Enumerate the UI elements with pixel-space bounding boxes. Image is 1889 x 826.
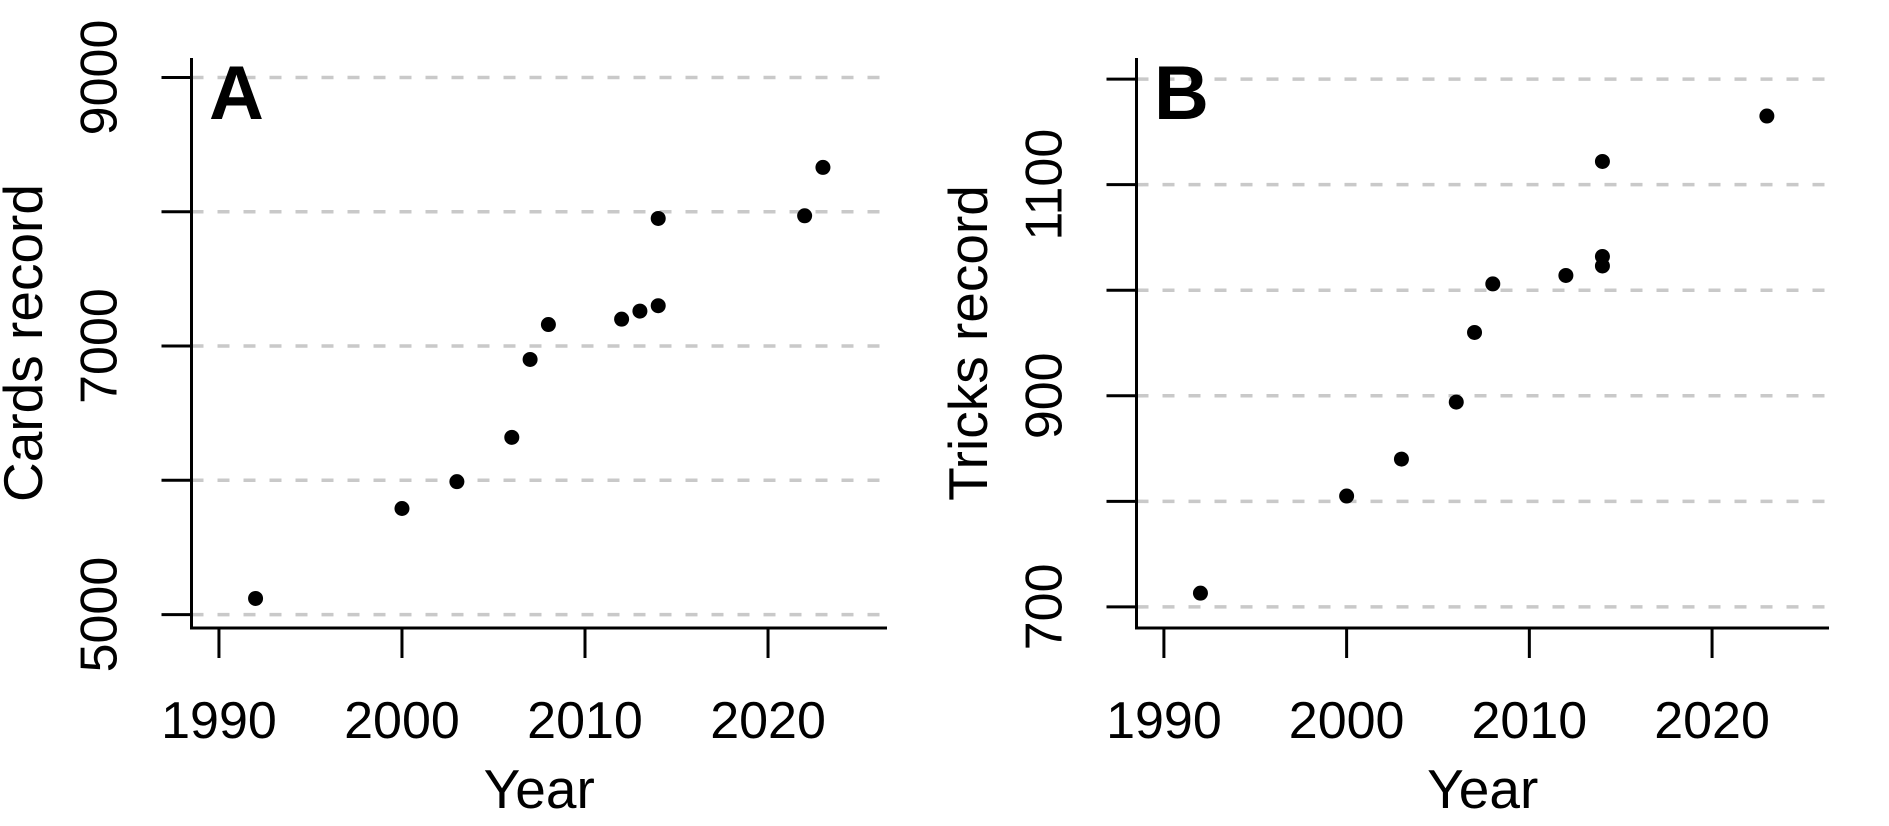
- data-point: [540, 317, 556, 333]
- y-tick-label: 7000: [71, 288, 129, 404]
- panel-b: 700 900 1100 1990 2000 2010 2020 Year Tricks rec…: [937, 51, 1829, 820]
- data-point: [394, 500, 410, 516]
- data-point: [614, 311, 630, 327]
- x-tick-label: 2000: [1289, 692, 1405, 750]
- x-tick-label: 2020: [710, 692, 826, 750]
- data-point: [1448, 394, 1464, 410]
- data-point: [1759, 108, 1775, 124]
- data-point: [650, 298, 666, 314]
- data-point: [449, 474, 465, 490]
- data-point: [522, 351, 538, 367]
- x-tick-label: 2000: [344, 692, 460, 750]
- data-point: [1594, 153, 1610, 169]
- x-axis-title: Year: [1427, 758, 1538, 820]
- x-tick-label: 2010: [527, 692, 643, 750]
- panel-letter: B: [1154, 51, 1209, 136]
- data-point: [632, 303, 648, 319]
- data-point: [815, 159, 831, 175]
- y-tick-label: 5000: [71, 557, 129, 673]
- panel-a: 5000 7000 9000 1990 2000 2010 2020 Year Cards re…: [0, 20, 887, 820]
- data-point: [1558, 267, 1574, 283]
- x-tick-label: 2020: [1654, 692, 1770, 750]
- data-point: [1192, 585, 1208, 601]
- data-point: [1467, 324, 1483, 340]
- y-tick-label: 9000: [71, 20, 129, 136]
- data-point: [1393, 451, 1409, 467]
- data-point: [504, 429, 520, 445]
- data-point: [797, 208, 813, 224]
- data-point: [650, 210, 666, 226]
- data-point: [1594, 248, 1610, 264]
- data-point: [1339, 488, 1355, 504]
- y-tick-label: 700: [1016, 564, 1074, 651]
- y-axis-title: Cards record: [0, 184, 54, 502]
- data-point: [248, 590, 264, 606]
- y-tick-label: 1100: [1016, 129, 1074, 241]
- data-point: [1485, 276, 1501, 292]
- x-tick-label: 1990: [161, 692, 277, 750]
- panel-letter: A: [209, 51, 264, 136]
- y-axis-title: Tricks record: [937, 185, 999, 501]
- y-tick-label: 900: [1016, 352, 1074, 439]
- x-tick-label: 2010: [1471, 692, 1587, 750]
- x-axis-title: Year: [484, 758, 595, 820]
- x-tick-label: 1990: [1106, 692, 1222, 750]
